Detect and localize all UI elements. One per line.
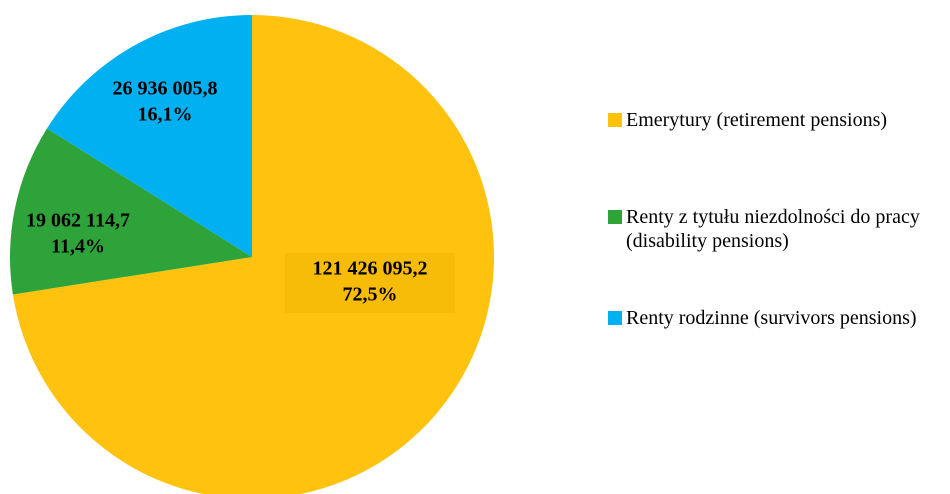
legend-swatch: [608, 210, 622, 224]
pie-slice: [12, 15, 494, 494]
data-label: 72,5%: [343, 284, 398, 306]
data-label: 11,4%: [51, 236, 105, 258]
legend-label: Renty rodzinne (survivors pensions): [626, 307, 917, 329]
legend-item: Renty rodzinne (survivors pensions): [608, 306, 938, 330]
legend-swatch: [608, 113, 622, 127]
legend-item: Renty z tytułu niezdolności do pracy (di…: [608, 205, 938, 253]
data-label: 16,1%: [138, 104, 193, 126]
legend-label: Emerytury (retirement pensions): [626, 109, 888, 131]
legend-label: Renty z tytułu niezdolności do pracy (di…: [626, 206, 920, 252]
data-label: 121 426 095,2: [313, 258, 428, 280]
legend-swatch: [608, 311, 622, 325]
data-label: 26 936 005,8: [113, 78, 218, 100]
pie-slice: [46, 15, 252, 257]
label-box: [285, 253, 455, 313]
legend-item: Emerytury (retirement pensions): [608, 108, 938, 132]
pie-slice: [9, 128, 252, 295]
data-label: 19 062 114,7: [26, 210, 130, 232]
